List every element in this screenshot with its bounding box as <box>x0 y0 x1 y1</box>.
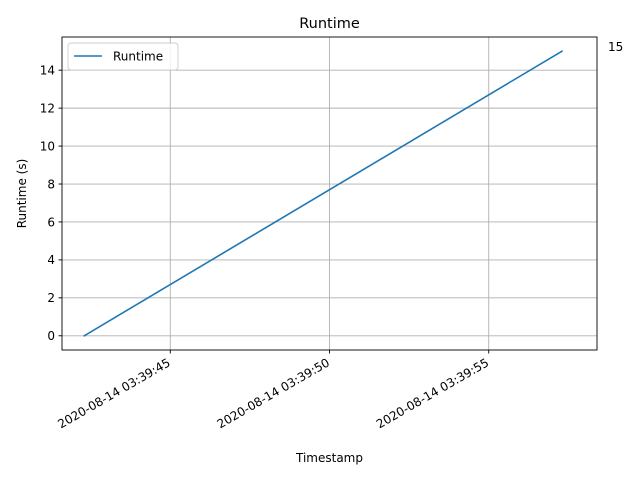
series-layer <box>83 50 564 337</box>
x-tick-label: 2020-08-14 03:39:45 <box>55 355 172 431</box>
x-tick-label: 2020-08-14 03:39:50 <box>215 355 332 431</box>
y-tick-label: 14 <box>40 63 55 77</box>
annotation-label: 15 <box>608 40 623 54</box>
series-line-runtime <box>83 50 564 337</box>
legend-box <box>67 42 179 71</box>
y-axis-label: Runtime (s) <box>15 159 29 229</box>
x-axis-label: Timestamp <box>295 451 363 465</box>
legend-label-runtime: Runtime <box>113 50 163 64</box>
grid <box>62 37 597 350</box>
y-tick-label: 6 <box>47 215 55 229</box>
y-tick-label: 2 <box>47 291 55 305</box>
y-tick-label: 10 <box>40 139 55 153</box>
y-tick-label: 8 <box>47 177 55 191</box>
legend: Runtime <box>67 42 179 71</box>
chart-title: Runtime <box>299 16 360 32</box>
y-tick-label: 12 <box>40 101 55 115</box>
y-tick-label: 0 <box>47 329 55 343</box>
ticks: 0 2 4 6 8 10 12 14 2020-08-14 03:39:45 2020-08-14… <box>40 63 492 431</box>
y-tick-label: 4 <box>47 253 55 267</box>
x-tick-label: 2020-08-14 03:39:55 <box>374 355 491 431</box>
